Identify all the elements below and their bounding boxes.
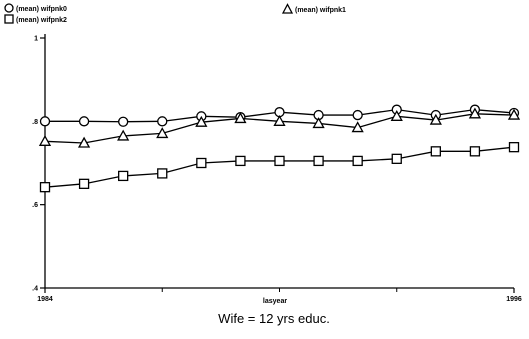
legend-item-wifpnk1: (mean) wifpnk1	[281, 3, 346, 14]
chart-caption: Wife = 12 yrs educ.	[218, 311, 330, 326]
y-tick-label: .4	[32, 286, 38, 293]
point-marker-circle	[78, 116, 90, 127]
point-marker-square	[391, 153, 402, 164]
legend-item-wifpnk2: (mean) wifpnk2	[4, 14, 67, 24]
point-marker-triangle	[429, 113, 442, 125]
series-1	[38, 107, 521, 148]
point-marker-triangle	[38, 134, 52, 146]
point-marker-circle	[118, 116, 129, 127]
point-marker-circle	[39, 116, 51, 127]
y-tick-label: .8	[32, 119, 38, 126]
series-2	[39, 142, 520, 193]
legend-label-wifpnk2: (mean) wifpnk2	[16, 17, 67, 24]
point-marker-square	[196, 157, 207, 169]
x-axis-label: lasyear	[263, 298, 287, 305]
point-marker-square	[157, 168, 168, 179]
point-marker-square	[78, 178, 90, 189]
legend-label-wifpnk0: (mean) wifpnk0	[16, 6, 67, 13]
point-marker-square	[39, 182, 51, 193]
point-marker-triangle	[390, 109, 403, 121]
y-tick-label: .6	[32, 202, 38, 209]
point-marker-triangle	[77, 136, 91, 148]
legend-marker-square	[4, 14, 14, 24]
legend-item-wifpnk0: (mean) wifpnk0	[4, 3, 67, 13]
legend-marker-triangle	[281, 3, 294, 14]
point-marker-circle	[157, 116, 168, 127]
point-marker-square	[469, 146, 481, 157]
legend: (mean) wifpnk0 (mean) wifpnk1 (mean) wif…	[4, 3, 346, 24]
series-line	[44, 146, 515, 188]
point-marker-square	[235, 155, 246, 167]
point-marker-square	[118, 170, 129, 182]
x-tick-label: 1984	[37, 296, 53, 303]
point-marker-square	[313, 155, 324, 167]
point-marker-square	[352, 155, 363, 167]
point-marker-triangle	[273, 114, 286, 126]
point-marker-triangle	[117, 129, 130, 141]
axes: .4 .6 .8 1 1984 1996	[32, 34, 522, 303]
point-marker-triangle	[156, 127, 169, 139]
legend-label-wifpnk1: (mean) wifpnk1	[295, 7, 346, 14]
y-tick-label: 1	[34, 36, 38, 43]
point-marker-square	[274, 155, 285, 167]
point-marker-triangle	[468, 107, 482, 119]
series-group	[38, 104, 521, 193]
point-marker-square	[430, 146, 441, 157]
point-marker-square	[508, 142, 520, 153]
point-marker-circle	[352, 109, 363, 121]
point-marker-triangle	[351, 121, 364, 133]
point-marker-triangle	[312, 117, 325, 129]
point-marker-triangle	[195, 115, 208, 127]
legend-marker-circle	[4, 3, 14, 13]
x-tick-label: 1996	[506, 296, 522, 303]
point-marker-triangle	[507, 108, 521, 120]
point-marker-triangle	[234, 112, 247, 124]
